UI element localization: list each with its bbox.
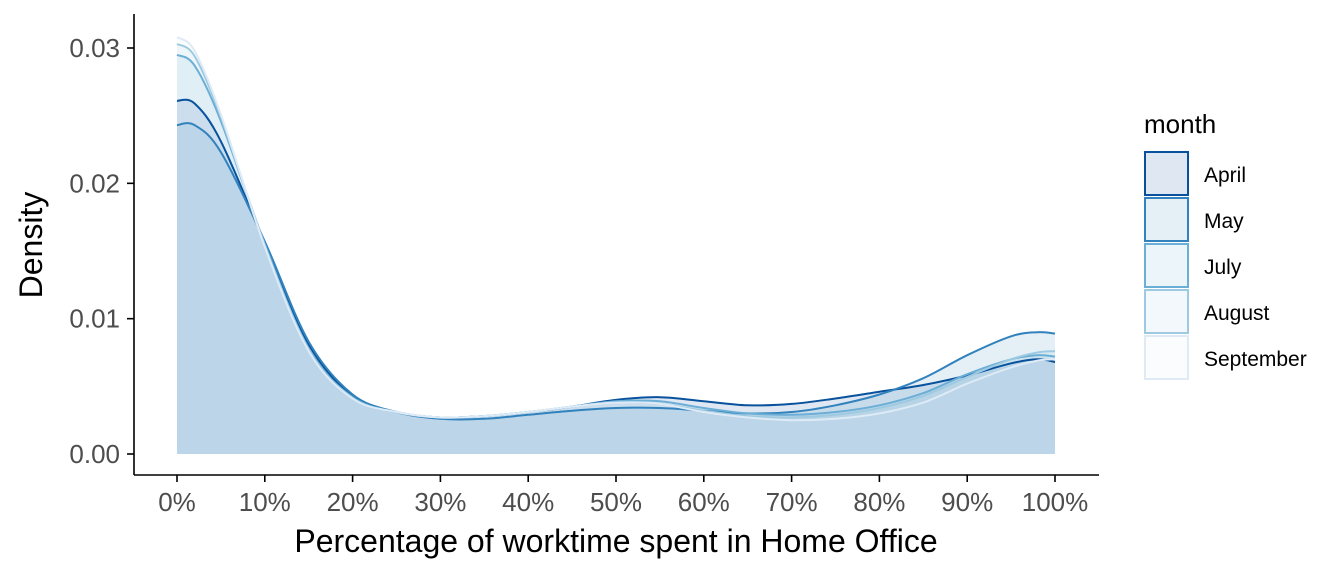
density-lines bbox=[176, 36, 1056, 422]
legend-key-april bbox=[1144, 151, 1189, 196]
y-tick-label: 0.01 bbox=[69, 304, 120, 334]
x-tick-label: 0% bbox=[158, 487, 196, 517]
legend-label-april: April bbox=[1204, 164, 1246, 187]
x-tick-label: 70% bbox=[766, 487, 818, 517]
x-axis-ticks: 0% 10% 20% 30% 40% 50% 60% 70% 80% 90% 100% bbox=[158, 475, 1088, 517]
x-axis-title: Percentage of worktime spent in Home Off… bbox=[294, 523, 937, 559]
y-axis-title: Density bbox=[13, 192, 49, 299]
legend-key-september bbox=[1144, 335, 1189, 380]
legend-label-july: July bbox=[1204, 256, 1242, 279]
legend-label-may: May bbox=[1204, 210, 1244, 233]
area-august bbox=[177, 43, 1055, 455]
legend-key-july bbox=[1144, 243, 1189, 288]
x-tick-label: 20% bbox=[327, 487, 379, 517]
legend-item-august: August bbox=[1144, 289, 1270, 334]
x-tick-label: 60% bbox=[678, 487, 730, 517]
area-july bbox=[177, 54, 1055, 455]
legend-items: April May July August September bbox=[1144, 151, 1307, 380]
y-tick-label: 0.02 bbox=[69, 168, 120, 198]
legend-item-september: September bbox=[1144, 335, 1307, 380]
y-tick-label: 0.00 bbox=[69, 439, 120, 469]
x-tick-label: 90% bbox=[941, 487, 993, 517]
x-tick-label: 40% bbox=[502, 487, 554, 517]
area-april bbox=[177, 99, 1055, 455]
y-axis-ticks: 0.00 0.01 0.02 0.03 bbox=[69, 33, 134, 469]
area-may bbox=[177, 123, 1055, 455]
legend-label-august: August bbox=[1204, 302, 1270, 325]
x-tick-label: 50% bbox=[590, 487, 642, 517]
x-tick-label: 80% bbox=[853, 487, 905, 517]
legend-item-july: July bbox=[1144, 243, 1242, 288]
x-tick-label: 10% bbox=[239, 487, 291, 517]
x-tick-label: 100% bbox=[1022, 487, 1089, 517]
legend-item-may: May bbox=[1144, 197, 1244, 242]
area-september bbox=[177, 37, 1055, 454]
density-areas bbox=[177, 37, 1055, 455]
line-may bbox=[176, 122, 1056, 421]
line-september bbox=[176, 36, 1056, 422]
x-tick-label: 30% bbox=[414, 487, 466, 517]
legend: month April May July August September bbox=[1144, 109, 1307, 380]
legend-title: month bbox=[1144, 109, 1216, 139]
legend-key-august bbox=[1144, 289, 1189, 334]
legend-key-may bbox=[1144, 197, 1189, 242]
legend-item-april: April bbox=[1144, 151, 1246, 196]
legend-label-september: September bbox=[1204, 348, 1307, 371]
y-tick-label: 0.03 bbox=[69, 33, 120, 63]
